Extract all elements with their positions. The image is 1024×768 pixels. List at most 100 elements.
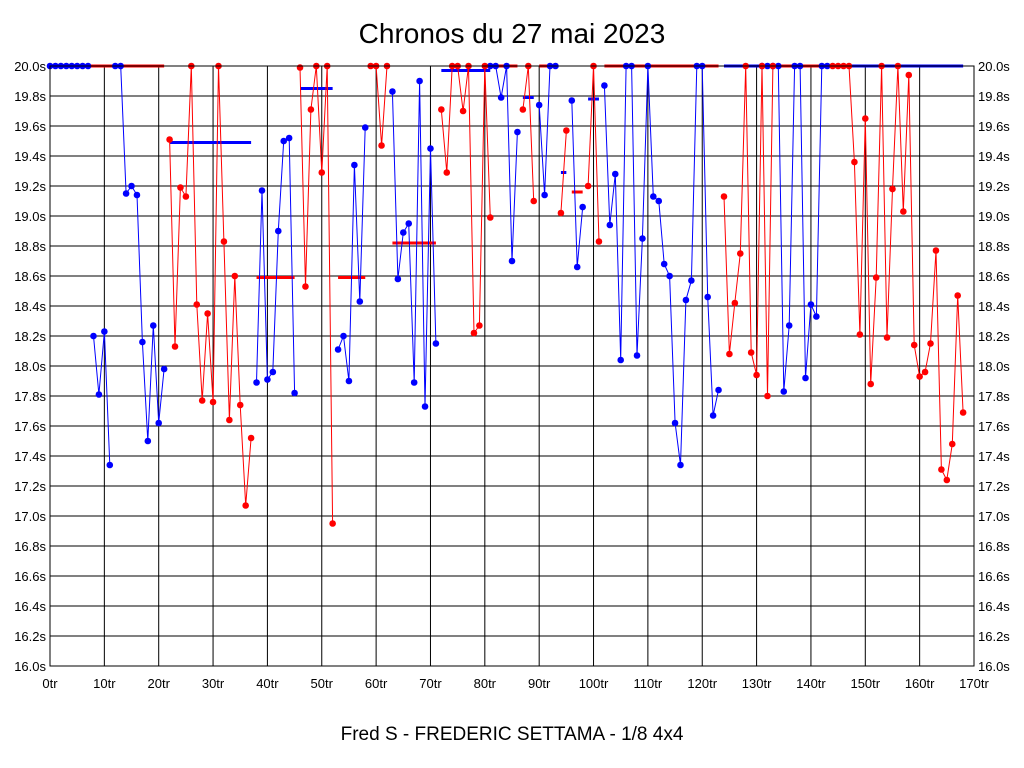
data-point [394, 275, 402, 283]
data-point [106, 461, 114, 469]
data-point [851, 158, 858, 166]
data-point [753, 371, 760, 379]
data-point [611, 170, 619, 178]
data-point [872, 274, 880, 281]
data-point [356, 298, 364, 305]
data-point [813, 313, 820, 320]
data-point [802, 374, 809, 382]
x-tick-label: 120tr [687, 676, 717, 691]
data-point [236, 401, 244, 409]
data-point [220, 238, 228, 245]
y-tick-label-left: 18.2s [14, 329, 46, 344]
y-tick-label-left: 19.8s [14, 89, 46, 104]
y-tick-label-right: 19.6s [978, 119, 1010, 134]
data-point [655, 197, 663, 205]
x-axis-ticks: 0tr 10tr 20tr 30tr 40tr 50tr 60tr 70tr 80tr 90tr 1… [42, 676, 989, 691]
data-point [432, 340, 440, 347]
data-point [122, 190, 130, 197]
data-point [476, 322, 483, 329]
data-point [861, 115, 869, 122]
y-tick-label-right: 17.2s [978, 479, 1010, 494]
data-point [530, 197, 538, 205]
data-point [274, 227, 282, 235]
data-point [427, 145, 434, 152]
data-point [889, 185, 896, 193]
data-point [720, 193, 728, 200]
data-point [209, 398, 217, 406]
x-tick-label: 160tr [905, 676, 935, 691]
grid [49, 65, 975, 667]
data-point [280, 137, 288, 145]
data-point [166, 136, 173, 143]
data-point [247, 434, 255, 442]
data-point [497, 94, 505, 101]
data-point [253, 379, 260, 386]
data-point [943, 476, 951, 484]
x-tick-label: 100tr [579, 676, 609, 691]
y-tick-label-right: 19.8s [978, 89, 1010, 104]
data-point [666, 272, 673, 280]
chart-subtitle: Fred S - FREDERIC SETTAMA - 1/8 4x4 [341, 724, 684, 745]
data-point [927, 340, 934, 347]
data-point [95, 391, 103, 398]
data-point [258, 187, 266, 194]
data-point [633, 352, 641, 359]
data-point [269, 368, 277, 376]
data-point [682, 296, 690, 304]
data-point [182, 193, 190, 200]
x-tick-label: 150tr [850, 676, 880, 691]
data-point [443, 169, 451, 176]
y-tick-label-left: 18.8s [14, 239, 46, 254]
data-point [688, 277, 695, 284]
y-tick-label-left: 17.4s [14, 449, 46, 464]
data-point [416, 77, 423, 85]
data-point [378, 142, 385, 149]
data-point [954, 292, 961, 299]
y-tick-label-left: 19.0s [14, 209, 46, 224]
series-line [93, 331, 111, 466]
data-point [921, 368, 929, 376]
x-tick-label: 20tr [148, 676, 171, 691]
x-tick-label: 90tr [528, 676, 551, 691]
x-tick-label: 50tr [311, 676, 334, 691]
y-tick-label-right: 18.6s [978, 269, 1010, 284]
y-tick-label-left: 19.6s [14, 119, 46, 134]
y-tick-label-right: 20.0s [978, 59, 1010, 74]
data-point [959, 409, 967, 416]
data-point [340, 332, 347, 340]
data-point [144, 437, 152, 445]
data-point [736, 250, 744, 257]
data-point [361, 124, 369, 131]
data-point [579, 203, 586, 211]
y-tick-label-right: 16.4s [978, 599, 1010, 614]
data-point [101, 328, 108, 335]
y-tick-label-left: 18.0s [14, 359, 46, 374]
data-point [291, 389, 298, 397]
data-point [486, 214, 494, 221]
data-point [508, 257, 516, 265]
data-point [563, 127, 570, 134]
y-tick-label-left: 19.4s [14, 149, 46, 164]
data-point [932, 247, 940, 254]
data-point [601, 82, 608, 89]
y-tick-label-right: 16.6s [978, 569, 1010, 584]
data-point [650, 193, 657, 200]
data-point [764, 392, 771, 400]
y-tick-label-left: 20.0s [14, 59, 46, 74]
data-point [671, 419, 679, 427]
data-point [177, 184, 184, 191]
data-point [938, 466, 945, 473]
data-point [535, 101, 543, 109]
x-tick-label: 60tr [365, 676, 388, 691]
data-point [160, 365, 168, 373]
data-point [584, 182, 592, 190]
y-tick-label-right: 19.0s [978, 209, 1010, 224]
data-point [557, 209, 565, 217]
data-point [264, 376, 271, 383]
data-point [541, 191, 548, 199]
data-point [856, 331, 864, 338]
y-tick-label-left: 18.6s [14, 269, 46, 284]
data-point [389, 88, 396, 95]
data-point [399, 229, 407, 236]
